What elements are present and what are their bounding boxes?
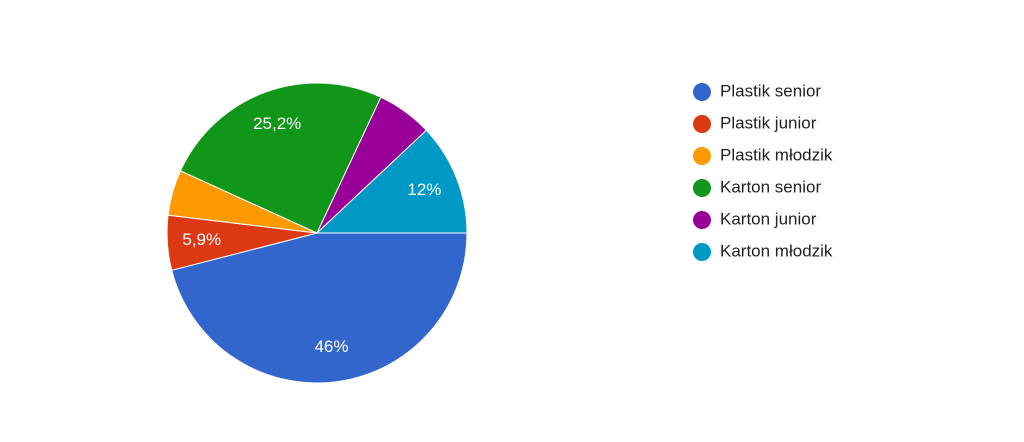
pie-slice [315, 129, 468, 234]
pie-slice [179, 82, 382, 234]
pie-slice [171, 232, 468, 384]
legend-label: Karton junior [720, 209, 817, 228]
legend-label: Plastik junior [720, 113, 817, 132]
legend-swatch [693, 243, 711, 261]
data-label: 12% [407, 180, 441, 199]
legend-label: Plastik młodzik [720, 145, 833, 164]
legend-swatch [693, 211, 711, 229]
data-label: 46% [314, 337, 348, 356]
legend-swatch [693, 147, 711, 165]
legend-swatch [693, 115, 711, 133]
legend-swatch [693, 179, 711, 197]
data-label: 5,9% [182, 230, 221, 249]
legend-label: Karton senior [720, 177, 821, 196]
legend-label: Karton młodzik [720, 241, 833, 260]
legend-label: Plastik senior [720, 81, 821, 100]
legend-swatch [693, 83, 711, 101]
data-label: 25,2% [253, 114, 301, 133]
